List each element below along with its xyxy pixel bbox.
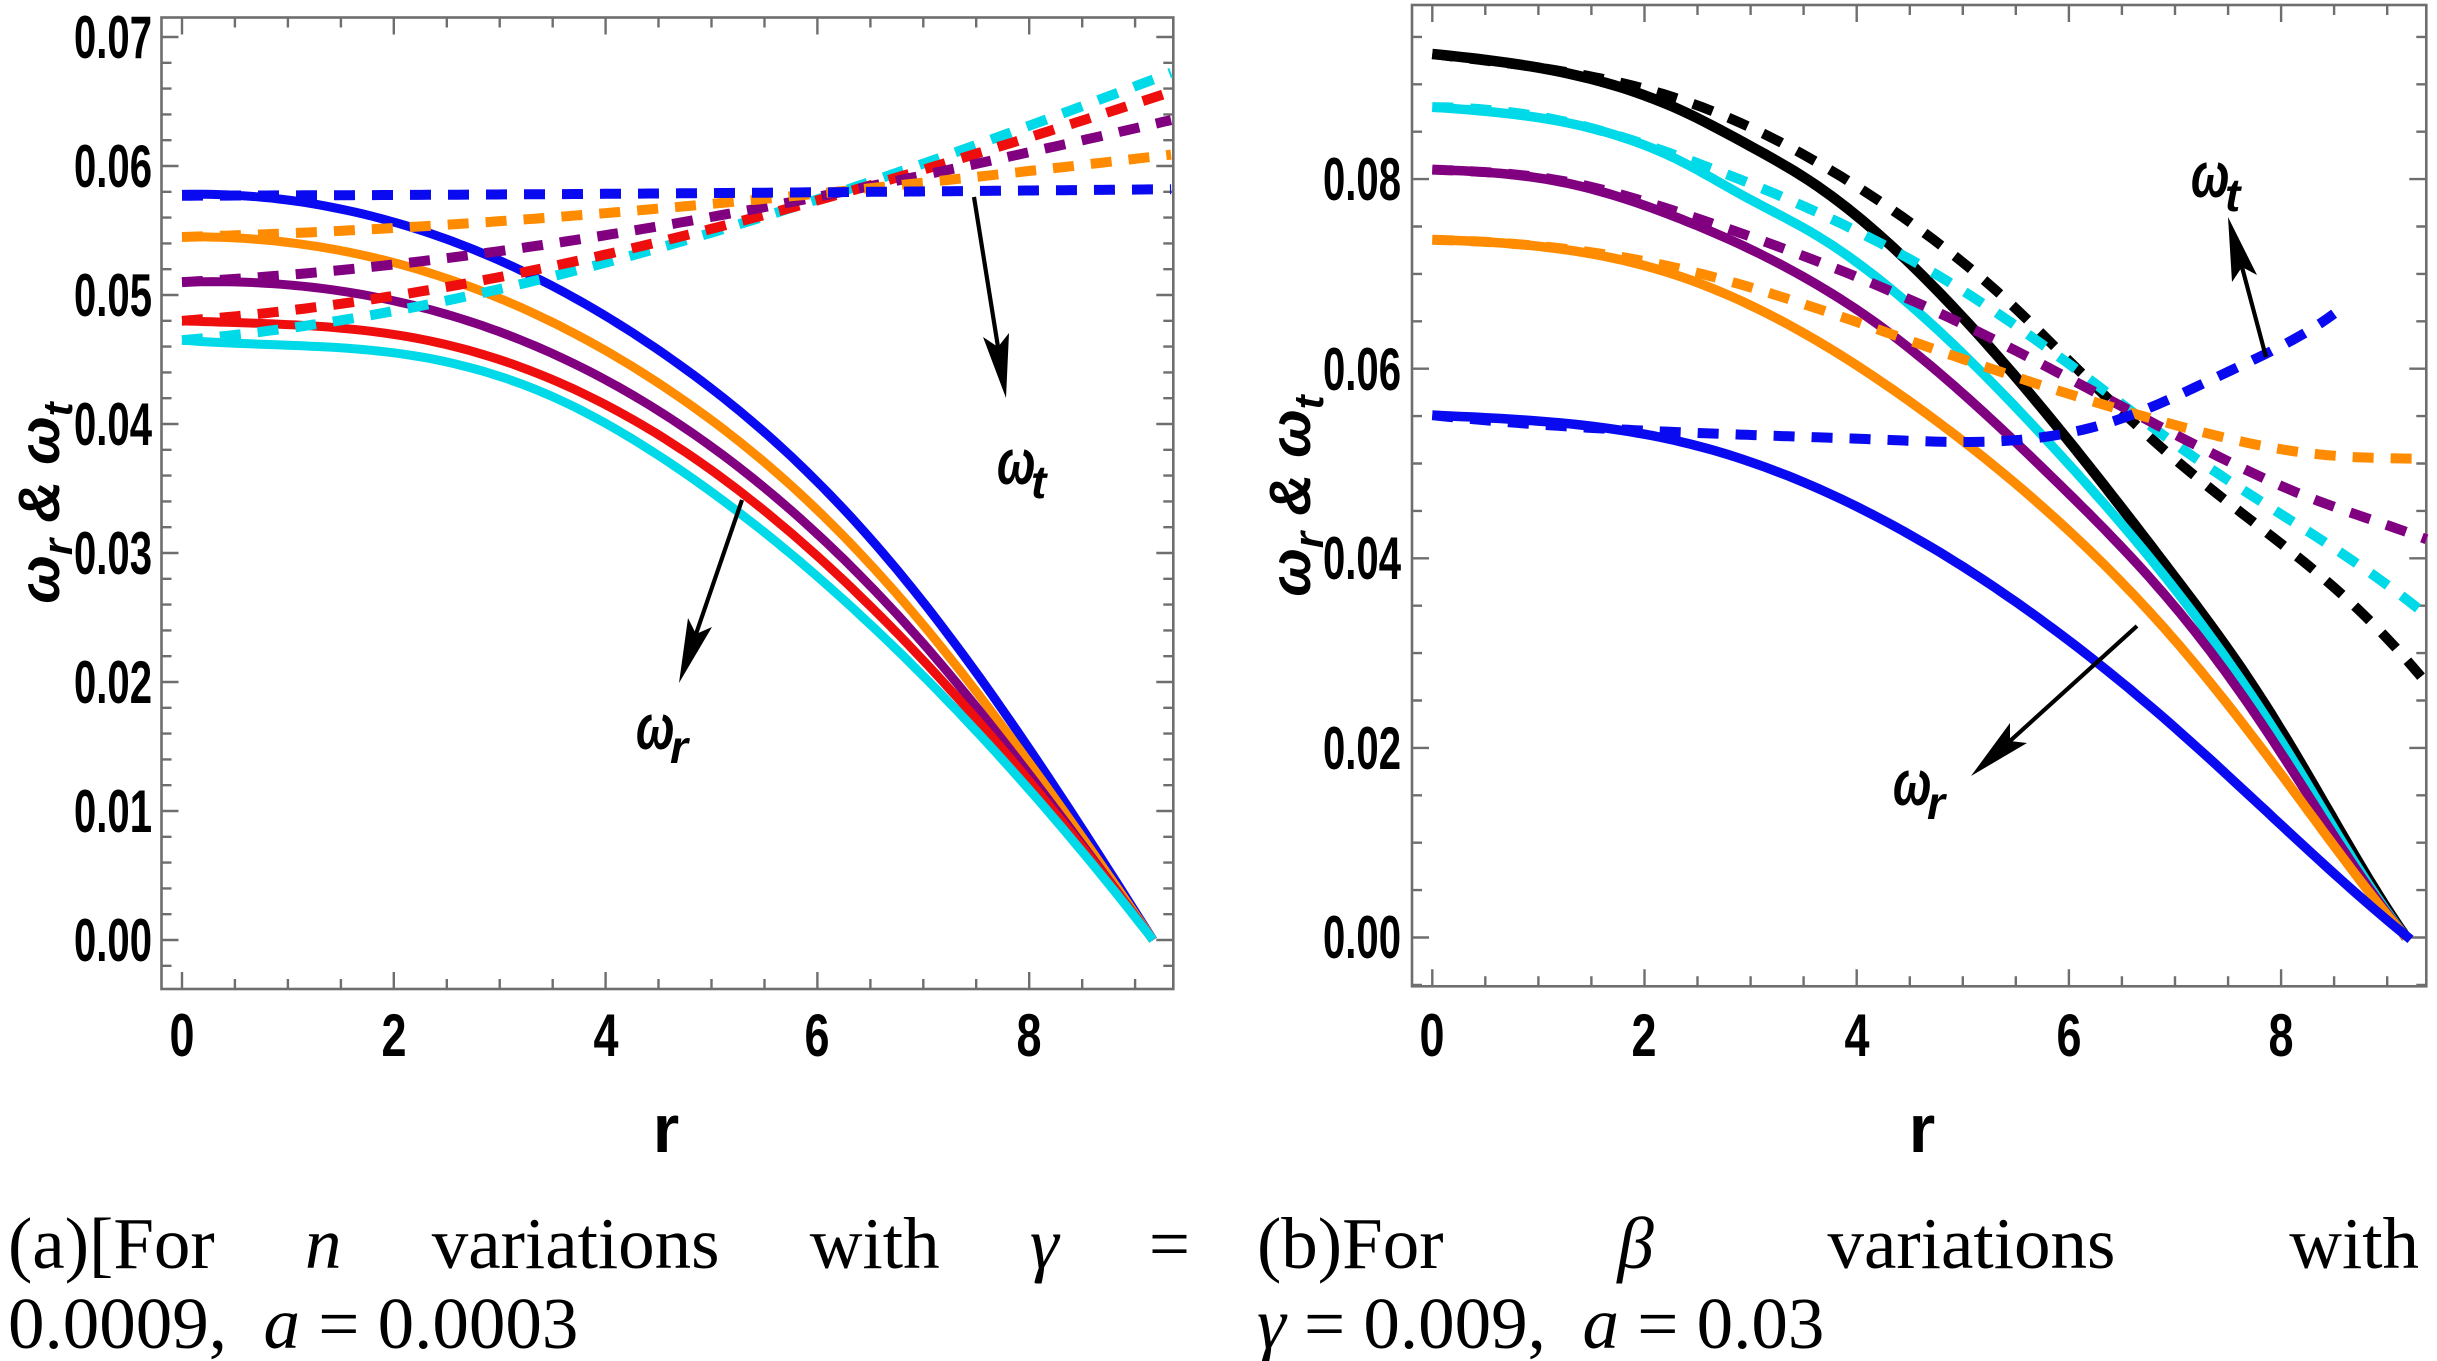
svg-text:r: r [1909,1091,1935,1167]
svg-text:0.04: 0.04 [1323,525,1401,592]
svg-text:t: t [1031,456,1048,508]
svg-text:0.02: 0.02 [1323,715,1401,782]
svg-text:0.02: 0.02 [74,649,152,716]
svg-text:0.04: 0.04 [74,391,152,458]
svg-text:4: 4 [1845,1002,1870,1069]
svg-text:6: 6 [805,1002,830,1069]
svg-text:r: r [653,1091,679,1167]
svg-text:0.00: 0.00 [1323,904,1401,971]
svg-text:6: 6 [2057,1002,2082,1069]
svg-text:8: 8 [1017,1002,1042,1069]
svg-text:2: 2 [1632,1002,1657,1069]
svg-text:ωr & ωt: ωr & ωt [7,400,81,603]
svg-text:ω: ω [1893,748,1931,819]
svg-text:0.06: 0.06 [74,133,152,200]
svg-text:ω: ω [636,692,674,763]
svg-text:0: 0 [170,1002,195,1069]
svg-text:0.05: 0.05 [74,262,152,329]
svg-text:0.03: 0.03 [74,520,152,587]
svg-text:ω: ω [997,427,1035,498]
svg-text:t: t [2225,169,2242,221]
svg-text:0.06: 0.06 [1323,336,1401,403]
svg-text:8: 8 [2269,1002,2294,1069]
svg-text:0: 0 [1420,1002,1445,1069]
svg-text:r: r [670,721,690,773]
svg-text:0.00: 0.00 [74,907,152,974]
svg-text:0.01: 0.01 [74,778,152,845]
svg-text:ω: ω [2191,140,2229,211]
svg-text:ωr & ωt: ωr & ωt [1258,393,1332,596]
svg-text:4: 4 [594,1002,619,1069]
svg-text:r: r [1927,777,1947,829]
svg-text:2: 2 [382,1002,407,1069]
svg-text:0.08: 0.08 [1323,146,1401,213]
svg-text:0.07: 0.07 [74,4,152,71]
